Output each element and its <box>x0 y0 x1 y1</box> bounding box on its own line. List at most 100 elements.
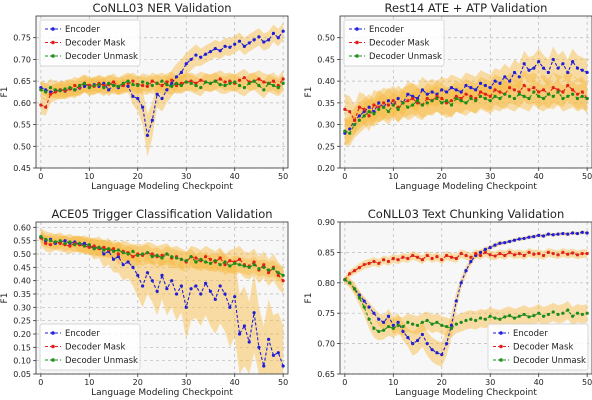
data-point <box>580 90 584 94</box>
data-point <box>73 88 77 92</box>
data-point <box>121 263 125 267</box>
data-point <box>242 264 246 268</box>
data-point <box>257 345 261 349</box>
data-point <box>73 243 77 247</box>
data-point <box>357 266 361 270</box>
data-point <box>58 241 62 245</box>
data-point <box>483 83 487 88</box>
data-point <box>435 320 439 324</box>
x-axis-label: Language Modeling Checkpoint <box>91 388 233 398</box>
data-point <box>247 41 251 45</box>
data-point <box>352 122 357 127</box>
data-point <box>257 77 261 81</box>
data-point <box>396 323 400 327</box>
data-point <box>218 83 222 87</box>
data-point <box>575 66 580 70</box>
data-point <box>449 103 454 107</box>
chart-title: Rest14 ATE + ATP Validation <box>385 1 548 15</box>
data-point <box>367 114 371 118</box>
data-point <box>174 256 179 260</box>
data-point <box>242 44 246 49</box>
x-tick-label: 20 <box>133 172 143 181</box>
data-point <box>348 281 352 285</box>
data-point <box>382 258 386 262</box>
data-point <box>556 312 560 317</box>
legend-label: Encoder <box>65 329 100 339</box>
data-point <box>575 311 580 315</box>
data-point <box>348 272 352 276</box>
chart-panel-3: 0 10 20 30 40 50 0.05 0.10 0.15 0.20 0.25 0.30 0.35 0… <box>0 207 289 398</box>
data-point <box>204 255 208 259</box>
data-point <box>551 233 555 237</box>
data-point <box>498 90 502 94</box>
data-point <box>561 311 565 315</box>
data-point <box>372 311 376 315</box>
data-point <box>386 314 391 318</box>
data-point <box>585 311 589 315</box>
data-point <box>430 90 434 94</box>
x-tick-label: 40 <box>230 172 240 181</box>
data-point <box>357 118 361 122</box>
data-point <box>377 107 381 111</box>
data-point <box>252 311 256 315</box>
data-point <box>174 292 179 296</box>
data-point <box>522 236 526 241</box>
data-point <box>522 312 526 317</box>
data-point <box>179 70 183 75</box>
data-point <box>228 45 232 49</box>
y-tick-label: 0.25 <box>13 317 31 326</box>
legend-marker <box>355 27 359 31</box>
y-tick-label: 0.10 <box>13 357 31 366</box>
data-point <box>401 255 405 259</box>
legend-marker <box>51 40 55 45</box>
data-point <box>189 255 193 259</box>
data-point <box>561 62 565 66</box>
data-point <box>111 247 116 251</box>
data-point <box>97 245 101 249</box>
data-point <box>170 279 174 283</box>
data-point <box>362 305 366 309</box>
data-point <box>435 351 439 355</box>
data-point <box>537 311 541 315</box>
data-point <box>440 96 444 101</box>
data-point <box>257 35 261 39</box>
data-point <box>440 323 444 327</box>
data-point <box>483 250 487 254</box>
data-point <box>208 289 213 293</box>
data-point <box>174 81 179 85</box>
data-point <box>271 267 276 271</box>
data-point <box>348 109 352 114</box>
data-point <box>406 105 410 109</box>
legend: Encoder Decoder Mask Decoder Unmask <box>39 19 141 67</box>
data-point <box>406 92 410 96</box>
y-tick-label: 0.35 <box>317 99 335 108</box>
data-point <box>213 297 217 301</box>
data-point <box>478 316 483 320</box>
data-point <box>233 261 237 265</box>
data-point <box>469 259 473 264</box>
data-point <box>145 251 150 255</box>
data-point <box>44 105 48 109</box>
data-point <box>585 96 589 101</box>
data-point <box>271 83 276 88</box>
x-tick-label: 30 <box>181 172 191 181</box>
data-point <box>116 84 120 88</box>
data-point <box>411 103 415 107</box>
data-point <box>580 94 584 98</box>
data-point <box>512 316 517 320</box>
data-point <box>527 68 531 72</box>
data-point <box>179 284 183 288</box>
data-point <box>111 257 116 261</box>
data-point <box>474 252 478 256</box>
y-tick-label: 0.85 <box>317 248 335 257</box>
y-tick-label: 0.65 <box>317 370 335 379</box>
data-point <box>267 268 271 272</box>
data-point <box>194 260 198 264</box>
data-point <box>362 107 366 111</box>
data-point <box>382 320 386 324</box>
data-point <box>527 315 531 319</box>
data-point <box>522 253 526 258</box>
data-point <box>150 252 154 256</box>
data-point <box>160 79 164 83</box>
data-point <box>194 284 198 288</box>
